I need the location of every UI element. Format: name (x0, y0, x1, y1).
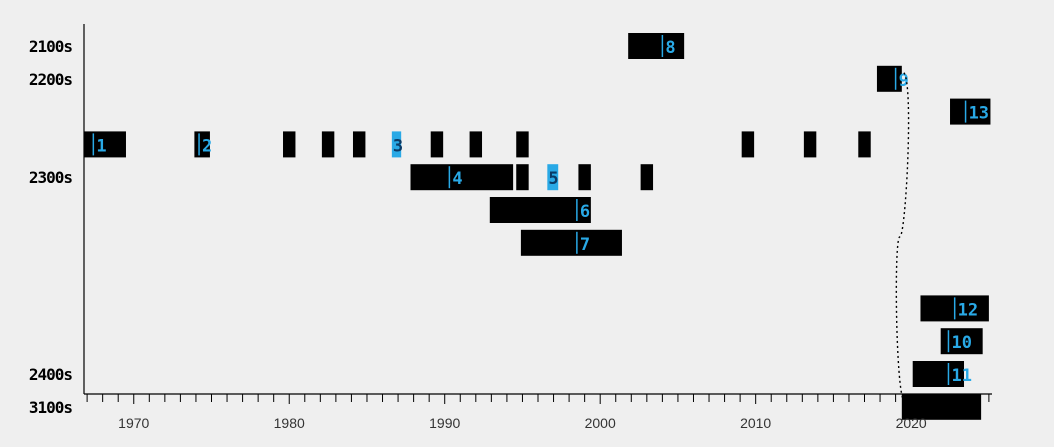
connector-line (895, 72, 910, 402)
bar-label: 4 (452, 169, 462, 189)
bar-label: 7 (580, 235, 590, 255)
bar-label: 5 (548, 169, 558, 189)
row-label: 2100s (29, 37, 73, 56)
x-tick-label: 2000 (585, 415, 616, 431)
bar-label: 12 (958, 300, 978, 320)
bar-label: 8 (665, 38, 675, 58)
bar (876, 65, 902, 92)
bar-label: 6 (580, 202, 590, 222)
bar (469, 131, 483, 158)
row-label: 2200s (29, 70, 73, 89)
bar (628, 33, 685, 59)
row-label: 2300s (29, 168, 73, 187)
bar (283, 131, 296, 158)
bar (950, 98, 991, 125)
bar (391, 131, 402, 158)
bar (321, 131, 335, 158)
x-tick-label: 1980 (274, 415, 305, 431)
bar (352, 131, 366, 158)
bar-label: 9 (899, 71, 909, 91)
bar (520, 229, 622, 256)
connectors (895, 72, 910, 402)
bar-label: 13 (969, 104, 989, 124)
bar (578, 164, 591, 191)
bar (516, 164, 529, 191)
bar-label: 1 (96, 136, 106, 156)
bar (516, 131, 529, 158)
bar (410, 164, 514, 191)
row-label: 3100s (29, 398, 73, 417)
row-labels: 2100s 2200s 2300s 2400s 3100s (29, 37, 74, 417)
bar (84, 131, 126, 158)
row-label: 2400s (29, 365, 73, 384)
bar (640, 164, 654, 191)
x-tick-label: 1990 (429, 415, 460, 431)
bar (430, 131, 444, 158)
bar (194, 131, 210, 158)
bar (912, 361, 965, 387)
x-tick-label: 2020 (896, 415, 927, 431)
bar-label: 10 (951, 333, 971, 353)
bar (489, 197, 591, 223)
x-axis: 1970 1980 1990 2000 2010 2020 (83, 24, 992, 431)
bar (901, 393, 982, 420)
x-tick-label: 1970 (118, 415, 149, 431)
x-tick-label: 2010 (740, 415, 771, 431)
bar (741, 131, 755, 158)
bar (940, 328, 983, 355)
bar (803, 131, 817, 158)
bar-label: 2 (202, 136, 212, 156)
bar-label: 3 (393, 136, 403, 156)
bar (858, 131, 871, 158)
bar-label: 11 (951, 366, 971, 386)
bar (547, 164, 559, 191)
